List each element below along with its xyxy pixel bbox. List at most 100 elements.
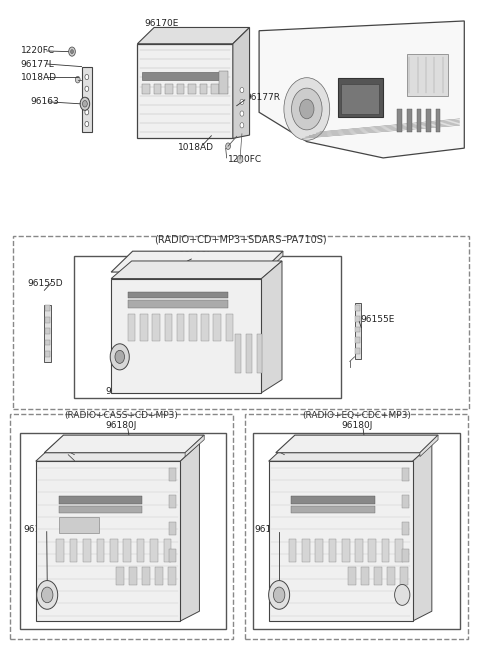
FancyBboxPatch shape bbox=[169, 468, 176, 481]
Circle shape bbox=[71, 50, 73, 54]
FancyBboxPatch shape bbox=[226, 314, 233, 341]
FancyBboxPatch shape bbox=[201, 314, 209, 341]
Text: 96125D: 96125D bbox=[75, 448, 111, 457]
FancyBboxPatch shape bbox=[246, 334, 252, 373]
Text: (RADIO+CD+MP3+SDARS–PA710S): (RADIO+CD+MP3+SDARS–PA710S) bbox=[154, 234, 326, 244]
Circle shape bbox=[115, 350, 124, 364]
FancyBboxPatch shape bbox=[374, 567, 382, 585]
FancyBboxPatch shape bbox=[407, 54, 447, 96]
FancyBboxPatch shape bbox=[137, 44, 233, 138]
FancyBboxPatch shape bbox=[387, 567, 395, 585]
FancyBboxPatch shape bbox=[45, 305, 50, 311]
Circle shape bbox=[85, 121, 89, 126]
FancyBboxPatch shape bbox=[356, 316, 360, 322]
FancyBboxPatch shape bbox=[400, 567, 408, 585]
FancyBboxPatch shape bbox=[237, 75, 247, 134]
FancyBboxPatch shape bbox=[245, 414, 468, 639]
FancyBboxPatch shape bbox=[214, 314, 221, 341]
FancyBboxPatch shape bbox=[397, 109, 402, 132]
FancyBboxPatch shape bbox=[140, 314, 148, 341]
FancyBboxPatch shape bbox=[395, 540, 403, 562]
FancyBboxPatch shape bbox=[110, 540, 118, 562]
Text: 96163: 96163 bbox=[30, 98, 59, 106]
FancyBboxPatch shape bbox=[168, 567, 176, 585]
Circle shape bbox=[240, 111, 244, 116]
Circle shape bbox=[41, 587, 53, 603]
FancyBboxPatch shape bbox=[188, 84, 196, 94]
FancyBboxPatch shape bbox=[356, 327, 360, 332]
FancyBboxPatch shape bbox=[177, 84, 184, 94]
FancyBboxPatch shape bbox=[302, 540, 310, 562]
FancyBboxPatch shape bbox=[355, 540, 363, 562]
Polygon shape bbox=[413, 443, 432, 621]
Polygon shape bbox=[262, 261, 282, 393]
Text: 96145C: 96145C bbox=[75, 458, 110, 467]
Polygon shape bbox=[185, 435, 204, 457]
FancyBboxPatch shape bbox=[417, 109, 421, 132]
FancyBboxPatch shape bbox=[291, 496, 374, 504]
FancyBboxPatch shape bbox=[45, 351, 50, 357]
FancyBboxPatch shape bbox=[341, 84, 379, 113]
FancyBboxPatch shape bbox=[123, 540, 131, 562]
Text: 96177R: 96177R bbox=[246, 94, 281, 102]
FancyBboxPatch shape bbox=[426, 109, 431, 132]
Circle shape bbox=[75, 77, 80, 83]
FancyBboxPatch shape bbox=[59, 496, 142, 504]
Circle shape bbox=[85, 109, 89, 115]
FancyBboxPatch shape bbox=[436, 109, 441, 132]
Circle shape bbox=[226, 143, 230, 149]
Circle shape bbox=[240, 122, 244, 128]
Circle shape bbox=[269, 580, 289, 609]
Text: 96180J: 96180J bbox=[105, 421, 136, 430]
Text: 96177L: 96177L bbox=[21, 60, 54, 69]
Circle shape bbox=[274, 587, 285, 603]
FancyBboxPatch shape bbox=[402, 495, 409, 508]
FancyBboxPatch shape bbox=[128, 314, 135, 341]
Circle shape bbox=[284, 78, 330, 140]
FancyBboxPatch shape bbox=[116, 567, 123, 585]
Polygon shape bbox=[269, 443, 432, 461]
FancyBboxPatch shape bbox=[59, 517, 99, 533]
FancyBboxPatch shape bbox=[45, 328, 50, 334]
FancyBboxPatch shape bbox=[165, 314, 172, 341]
FancyBboxPatch shape bbox=[142, 567, 150, 585]
FancyBboxPatch shape bbox=[128, 291, 228, 298]
Text: 1018AD: 1018AD bbox=[178, 143, 214, 152]
FancyBboxPatch shape bbox=[382, 540, 389, 562]
Text: 96155E: 96155E bbox=[360, 315, 395, 324]
Circle shape bbox=[85, 86, 89, 92]
FancyBboxPatch shape bbox=[142, 72, 221, 80]
FancyBboxPatch shape bbox=[70, 540, 77, 562]
FancyBboxPatch shape bbox=[45, 317, 50, 323]
FancyBboxPatch shape bbox=[402, 468, 409, 481]
Circle shape bbox=[395, 584, 410, 605]
Circle shape bbox=[300, 99, 314, 119]
FancyBboxPatch shape bbox=[355, 303, 361, 359]
Polygon shape bbox=[259, 21, 464, 158]
Circle shape bbox=[83, 100, 87, 107]
Polygon shape bbox=[420, 435, 438, 457]
Circle shape bbox=[85, 75, 89, 80]
FancyBboxPatch shape bbox=[154, 84, 161, 94]
Text: (RADIO+EQ+CDC+MP3): (RADIO+EQ+CDC+MP3) bbox=[302, 411, 411, 420]
FancyBboxPatch shape bbox=[177, 314, 184, 341]
Circle shape bbox=[237, 155, 243, 163]
Polygon shape bbox=[180, 443, 199, 621]
FancyBboxPatch shape bbox=[111, 278, 262, 393]
FancyBboxPatch shape bbox=[152, 314, 160, 341]
FancyBboxPatch shape bbox=[142, 84, 150, 94]
FancyBboxPatch shape bbox=[348, 567, 356, 585]
Text: 96170E: 96170E bbox=[144, 19, 179, 28]
FancyBboxPatch shape bbox=[20, 433, 226, 629]
FancyBboxPatch shape bbox=[189, 314, 197, 341]
Text: (RADIO+CASS+CD+MP3): (RADIO+CASS+CD+MP3) bbox=[64, 411, 178, 420]
FancyBboxPatch shape bbox=[329, 540, 336, 562]
Text: 1220FC: 1220FC bbox=[21, 47, 55, 56]
FancyBboxPatch shape bbox=[83, 540, 91, 562]
FancyBboxPatch shape bbox=[169, 550, 176, 562]
FancyBboxPatch shape bbox=[315, 540, 323, 562]
FancyBboxPatch shape bbox=[150, 540, 158, 562]
Circle shape bbox=[85, 98, 89, 103]
Text: 96165D: 96165D bbox=[285, 448, 321, 457]
FancyBboxPatch shape bbox=[10, 414, 233, 639]
